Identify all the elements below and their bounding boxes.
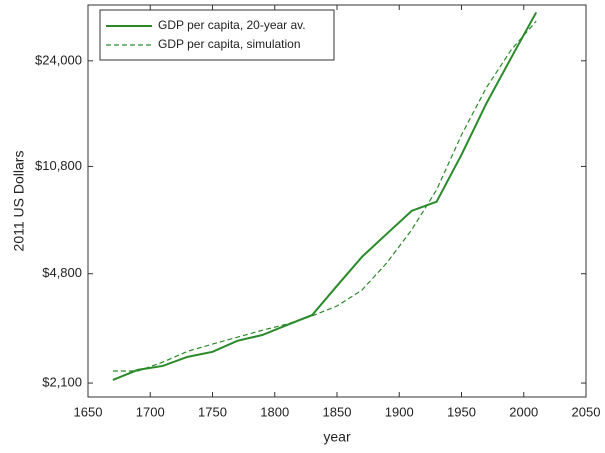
x-tick-label: 1850: [323, 404, 352, 419]
x-tick-label: 1700: [136, 404, 165, 419]
x-tick-label: 1900: [385, 404, 414, 419]
y-tick-label: $2,100: [42, 375, 82, 390]
y-tick-label: $24,000: [35, 52, 82, 67]
legend-label: GDP per capita, 20-year av.: [158, 18, 306, 32]
x-tick-label: 1650: [74, 404, 103, 419]
plot-frame: [87, 4, 587, 398]
x-tick-label: 1800: [260, 404, 289, 419]
y-tick-label: $10,800: [35, 158, 82, 173]
x-axis-label: year: [323, 429, 351, 445]
legend: GDP per capita, 20-year av. GDP per capit…: [99, 9, 335, 61]
legend-box: [99, 9, 335, 61]
x-tick-label: 1750: [198, 404, 227, 419]
series-line: [112, 11, 538, 381]
x-tick-label: 1950: [447, 404, 476, 419]
x-tick-label: 2050: [572, 404, 601, 419]
series-line: [112, 20, 537, 372]
y-axis-label: 2011 US Dollars: [11, 151, 27, 252]
legend-label: GDP per capita, simulation: [158, 37, 301, 51]
y-tick-label: $4,800: [42, 265, 82, 280]
x-tick-label: 2000: [509, 404, 538, 419]
